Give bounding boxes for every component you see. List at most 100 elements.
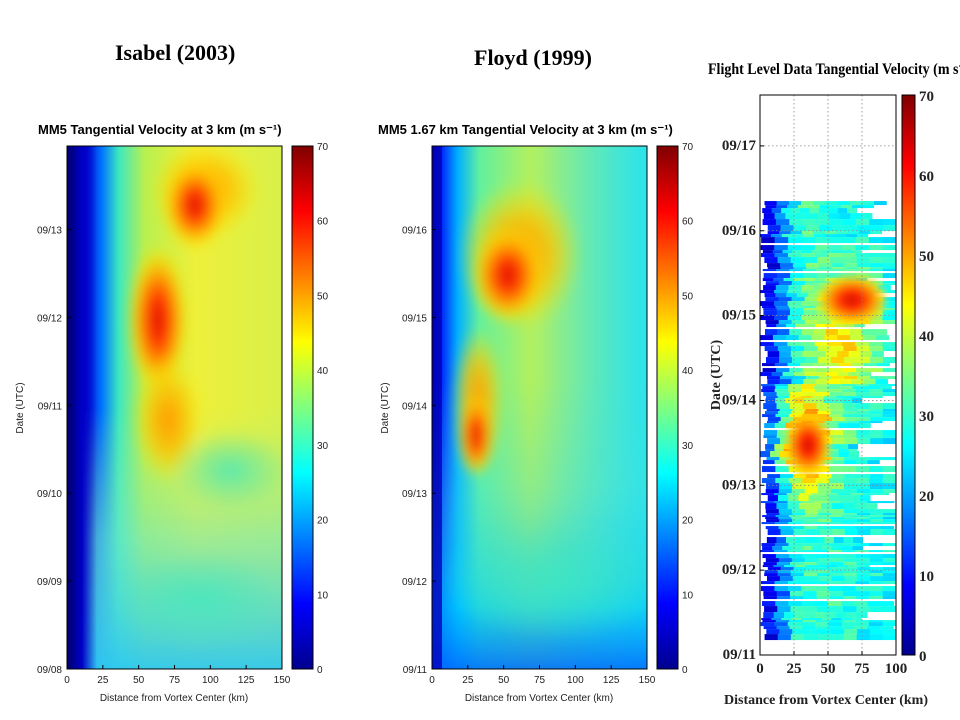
chart3-strip-cell — [788, 237, 803, 244]
chart3-strip-cell — [761, 618, 772, 621]
chart3-strip-cell — [882, 414, 896, 418]
chart3-strip-cell — [791, 281, 806, 284]
chart3-strip-cell — [837, 329, 851, 336]
chart3-strip-cell — [818, 357, 832, 364]
chart2-xtick-label: 75 — [534, 675, 546, 686]
chart3-strip-cell — [828, 208, 839, 214]
chart3-strip-cell — [767, 379, 780, 385]
chart1-plot — [67, 146, 282, 669]
chart3-strip-cell — [855, 543, 870, 547]
chart3-strip-cell — [831, 457, 845, 461]
chart3-strip-cell — [774, 245, 789, 251]
chart3-strip-cell — [785, 213, 797, 220]
chart3-strip-cell — [838, 444, 849, 450]
chart3-strip-cell — [782, 250, 793, 254]
chart3-strip-cell — [774, 543, 789, 547]
chart3-strip-cell — [787, 245, 802, 251]
chart3-strip-cell — [830, 509, 845, 514]
chart3-strip-cell — [778, 320, 793, 325]
chart3-strip-cell — [763, 596, 778, 600]
chart3-strip-cell — [816, 596, 831, 600]
chart3-strip-cell — [764, 346, 779, 352]
chart2-xlabel: Distance from Vortex Center (km) — [465, 693, 613, 704]
chart3-strip-cell — [801, 315, 816, 321]
chart3-strip-cell — [831, 438, 845, 445]
chart3-strip-cell — [781, 234, 793, 238]
chart3-strip-cell — [855, 554, 870, 559]
chart3-strip-cell — [844, 629, 858, 635]
chart3-strip-cell — [790, 562, 804, 566]
chart3-strip-cell — [804, 281, 819, 284]
chart3-strip-cell — [816, 591, 831, 597]
chart3-strip-cell — [777, 634, 792, 641]
chart3-strip-cell — [793, 278, 805, 282]
chart3-strip-cell — [781, 618, 792, 621]
chart3-strip-cell — [803, 596, 818, 600]
chart3-strip-cell — [776, 392, 791, 397]
chart3-strip-cell — [882, 509, 896, 514]
chart3-strip-cell — [776, 562, 791, 566]
chart3-strip-cell — [763, 213, 776, 220]
chart3-strip-cell — [847, 208, 858, 214]
heading-isabel: Isabel (2003) — [115, 40, 236, 65]
chart3-strip-cell — [851, 618, 862, 621]
chart3-strip-cell — [801, 253, 816, 258]
chart3-strip-cell — [805, 519, 819, 523]
chart3-strip-cell — [789, 403, 804, 410]
chart3-strip-cell — [843, 257, 858, 264]
chart3-strip-cell — [844, 460, 857, 465]
chart3-strip-cell — [794, 612, 806, 619]
chart3-strip-cell — [788, 201, 802, 206]
chart3-strip-cell — [844, 576, 858, 582]
chart3-strip-cell — [869, 509, 884, 514]
chart3-strip-cell — [802, 478, 817, 484]
chart3-strip-cell — [842, 389, 857, 393]
chart3-strip-cell — [813, 234, 826, 238]
chart3-strip-cell — [815, 414, 830, 418]
chart2-colorbar-ticks: 0 10 20 30 40 50 60 70 — [682, 142, 694, 676]
chart3-strip-cell — [847, 565, 860, 568]
chart3-strip-cell — [812, 396, 825, 399]
chart3-strip-cell — [788, 384, 803, 387]
chart3-strip-cell — [814, 622, 829, 627]
chart3-strip-cell — [832, 503, 844, 510]
chart3-strip-cell — [883, 576, 896, 582]
chart3-strip-cell — [805, 565, 817, 568]
chart3-strip-cell — [762, 565, 774, 568]
chart3-strip-cell — [779, 513, 793, 516]
chart3-strip-cell — [803, 562, 818, 566]
chart3-strip-cell — [818, 376, 832, 380]
chart3-strip-cell — [773, 550, 788, 553]
chart3-strip-cell — [760, 245, 775, 251]
chart3-strip-cell — [833, 537, 844, 544]
chart3-strip-cell — [766, 421, 779, 424]
chart3-strip-cell — [854, 601, 868, 607]
chart3-strip-cell — [869, 368, 884, 373]
chart3-strip-cell — [842, 269, 857, 272]
chart3-strip-cell — [773, 565, 785, 568]
chart3-strip-cell — [882, 562, 896, 566]
chart3-strip-cell — [883, 267, 896, 270]
chart3-strip-cell — [838, 451, 850, 458]
chart3-strip-cell — [870, 225, 884, 232]
chart2-ytick-label: 09/15 — [402, 313, 427, 324]
chart3-strip-cell — [856, 403, 870, 410]
chart3-strip-cell — [869, 430, 884, 436]
chart3-ytick-label: 09/11 — [723, 647, 756, 663]
chart3-strip-cell — [775, 368, 790, 373]
chart3-strip-cell — [821, 503, 833, 510]
chart3-strip-cell — [870, 263, 884, 268]
chart3-strip-cell — [869, 634, 884, 641]
chart3-strip-cell — [842, 554, 857, 559]
chart3-strip-cell — [824, 421, 837, 424]
chart3-strip-cell — [878, 386, 892, 390]
chart3-strip-cell — [762, 269, 777, 272]
chart3-strip-cell — [779, 483, 793, 490]
chart3-strip-cell — [815, 626, 829, 630]
chart3-strip-cell — [777, 495, 789, 502]
chart3-strip-cell — [843, 346, 858, 352]
chart3-strip-cell — [830, 346, 844, 352]
chart3-strip-cell — [792, 263, 807, 268]
chart3-strip-cell — [814, 522, 829, 525]
chart1-y-axis: 09/08 09/09 09/10 09/11 09/12 09/13 — [37, 226, 71, 676]
